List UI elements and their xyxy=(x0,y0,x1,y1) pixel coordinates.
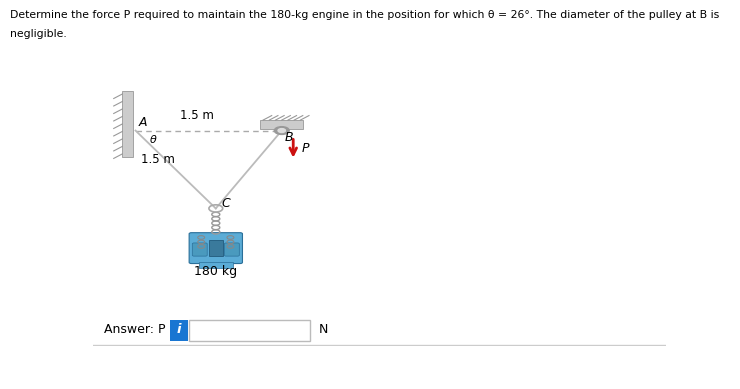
Text: 1.5 m: 1.5 m xyxy=(181,109,214,122)
Circle shape xyxy=(275,127,289,135)
Text: 180 kg: 180 kg xyxy=(194,265,238,278)
Bar xyxy=(189,319,310,341)
Text: A: A xyxy=(138,116,147,129)
Bar xyxy=(122,91,132,157)
Text: Answer: P =: Answer: P = xyxy=(104,323,180,336)
Text: C: C xyxy=(221,197,230,210)
Bar xyxy=(209,240,223,256)
Text: N: N xyxy=(318,323,328,336)
FancyBboxPatch shape xyxy=(189,233,243,263)
FancyBboxPatch shape xyxy=(192,243,207,256)
Text: negligible.: negligible. xyxy=(10,29,67,39)
Text: θ: θ xyxy=(149,135,157,145)
Text: i: i xyxy=(177,323,181,336)
Bar xyxy=(199,262,233,268)
Text: 1.5 m: 1.5 m xyxy=(141,154,175,166)
Circle shape xyxy=(278,129,286,133)
Text: P: P xyxy=(302,142,309,154)
Text: B: B xyxy=(285,131,293,144)
FancyBboxPatch shape xyxy=(224,243,239,256)
Text: Determine the force P required to maintain the 180-kg engine in the position for: Determine the force P required to mainta… xyxy=(10,10,719,20)
Bar xyxy=(260,120,303,129)
Bar xyxy=(170,319,188,341)
